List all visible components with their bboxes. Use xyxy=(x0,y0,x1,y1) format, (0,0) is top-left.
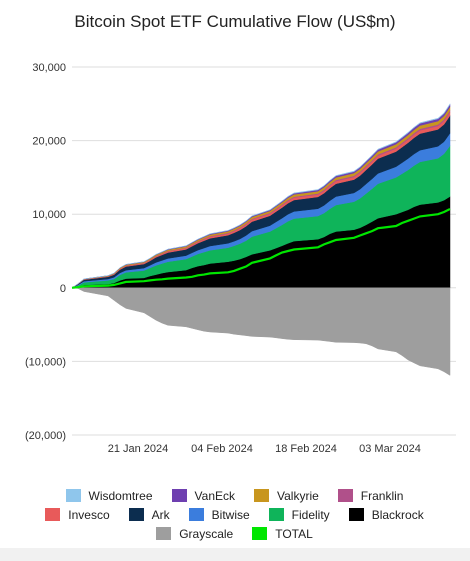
legend-label: TOTAL xyxy=(275,526,313,541)
legend-swatch xyxy=(65,489,81,502)
line-total xyxy=(71,208,451,289)
chart-legend: Wisdomtree VanEck Valkyrie Franklin Invesco A… xyxy=(0,486,470,543)
area-grayscale xyxy=(71,287,451,376)
legend-row: Invesco Ark Bitwise Fidelity Blackrock xyxy=(0,505,470,524)
legend-label: Wisdomtree xyxy=(88,488,153,503)
legend-swatch xyxy=(128,508,144,521)
legend-label: Franklin xyxy=(360,488,404,503)
legend-label: Invesco xyxy=(68,507,110,522)
bottom-strip xyxy=(0,548,470,561)
chart-card: Bitcoin Spot ETF Cumulative Flow (US$m) … xyxy=(0,12,470,543)
legend-label: VanEck xyxy=(194,488,235,503)
legend-item-invesco: Invesco xyxy=(45,507,110,522)
y-tick-label: (20,000) xyxy=(25,430,66,442)
legend-row: Grayscale TOTAL xyxy=(0,524,470,543)
x-tick-label: 18 Feb 2024 xyxy=(275,443,337,455)
y-tick-label: (10,000) xyxy=(25,356,66,368)
x-tick-label: 21 Jan 2024 xyxy=(108,443,169,455)
legend-item-bitwise: Bitwise xyxy=(188,507,250,522)
legend-label: Blackrock xyxy=(371,507,424,522)
legend-swatch xyxy=(171,489,187,502)
legend-item-ark: Ark xyxy=(128,507,170,522)
legend-item-total: TOTAL xyxy=(252,527,313,541)
legend-swatch xyxy=(337,489,353,502)
legend-item-valkyrie: Valkyrie xyxy=(254,489,319,503)
y-tick-label: 10,000 xyxy=(32,209,66,221)
legend-item-vaneck: VanEck xyxy=(171,488,235,503)
chart-plot: 30,000 20,000 10,000 0 (10,000) (20,000) 21 Ja… xyxy=(25,62,456,455)
legend-swatch xyxy=(268,508,284,521)
legend-swatch xyxy=(45,508,61,521)
area-wisdomtree xyxy=(71,102,451,289)
legend-label: Bitwise xyxy=(211,507,250,522)
legend-label: Grayscale xyxy=(179,526,234,541)
legend-label: Ark xyxy=(151,507,170,522)
legend-item-blackrock: Blackrock xyxy=(348,507,424,522)
legend-swatch xyxy=(188,508,204,521)
legend-label: Fidelity xyxy=(291,507,330,522)
legend-swatch xyxy=(348,508,364,521)
legend-item-fidelity: Fidelity xyxy=(268,507,330,522)
legend-swatch xyxy=(156,527,172,540)
legend-item-franklin: Franklin xyxy=(337,488,404,503)
legend-item-grayscale: Grayscale xyxy=(156,527,233,541)
y-tick-label: 30,000 xyxy=(32,62,66,74)
x-tick-label: 04 Feb 2024 xyxy=(191,443,253,455)
legend-swatch xyxy=(252,527,268,540)
legend-swatch xyxy=(254,489,269,502)
legend-row: Wisdomtree VanEck Valkyrie Franklin xyxy=(0,486,470,505)
y-tick-label: 20,000 xyxy=(32,136,66,148)
legend-item-wisdomtree: Wisdomtree xyxy=(65,488,153,503)
legend-label: Valkyrie xyxy=(277,488,319,503)
y-tick-label: 0 xyxy=(60,283,66,295)
x-tick-label: 03 Mar 2024 xyxy=(359,443,421,455)
chart-title: Bitcoin Spot ETF Cumulative Flow (US$m) xyxy=(74,12,396,31)
stacked-areas xyxy=(71,102,451,376)
